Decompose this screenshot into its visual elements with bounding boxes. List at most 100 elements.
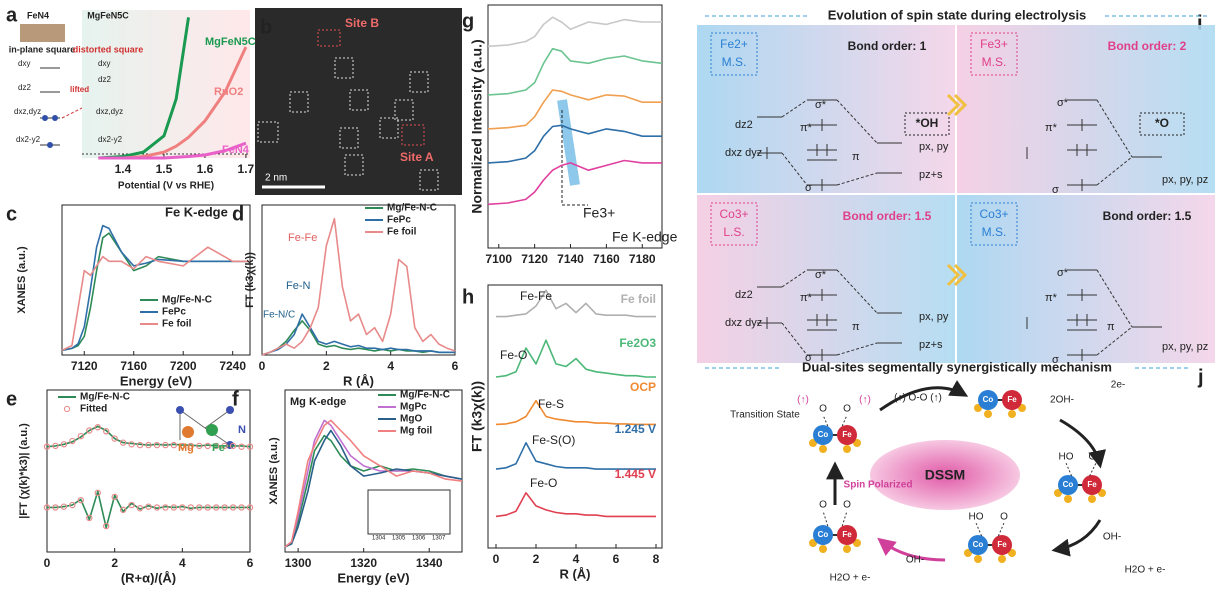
x-axis-label: Energy (eV) bbox=[337, 570, 409, 585]
label: *OH bbox=[916, 116, 939, 130]
y-axis-label: XANES (a.u.) bbox=[16, 246, 28, 314]
label: Co3+ bbox=[719, 207, 748, 221]
structure-image bbox=[20, 24, 65, 42]
data-point bbox=[229, 442, 237, 450]
label: Co bbox=[818, 430, 829, 439]
state-panel bbox=[957, 195, 1215, 363]
label: Fe bbox=[842, 430, 852, 439]
legend-label: Fitted bbox=[80, 404, 107, 415]
data-line bbox=[61, 224, 250, 352]
cycle-arrow bbox=[879, 380, 969, 412]
annotation: 1307 bbox=[432, 536, 446, 542]
data-line bbox=[487, 124, 662, 164]
fe-atom bbox=[1002, 390, 1022, 410]
label: Transition State bbox=[730, 410, 800, 421]
plot-frame bbox=[46, 389, 251, 553]
annotation: Fe K-edge bbox=[165, 204, 228, 219]
correlation bbox=[1096, 269, 1133, 328]
data-point bbox=[94, 424, 101, 431]
x-tick-label: 0 bbox=[259, 359, 266, 373]
x-tick-label: 6 bbox=[247, 556, 254, 570]
annotation: 1306 bbox=[412, 536, 426, 542]
plot-frame bbox=[284, 389, 463, 553]
x-tick-label: 1340 bbox=[416, 556, 443, 570]
site-boxes bbox=[257, 57, 439, 191]
adsorbate-box bbox=[904, 112, 950, 136]
x-axis-label: Potential (V vs RHE) bbox=[118, 181, 214, 192]
legend-label: Mg/Fe-N-C bbox=[400, 390, 450, 401]
x-tick-label: 4 bbox=[573, 552, 580, 566]
orbital-label: px, py bbox=[919, 141, 949, 153]
support-atom bbox=[974, 555, 982, 563]
orbital-label: dxz,dyz bbox=[96, 107, 123, 116]
x-tick-label: 7240 bbox=[219, 359, 246, 373]
data-line bbox=[487, 16, 662, 48]
data-line bbox=[261, 217, 456, 356]
series-label: 1.245 V bbox=[615, 422, 656, 436]
molecule bbox=[176, 406, 234, 449]
orbital-label: σ bbox=[1052, 354, 1059, 366]
support-atom bbox=[1064, 495, 1072, 503]
data-point bbox=[136, 505, 144, 512]
orbital-label: dxz dyz bbox=[725, 147, 762, 159]
label: OH bbox=[1089, 452, 1104, 463]
legend-label: FePc bbox=[162, 307, 186, 318]
orbital-label: px, py, pz bbox=[1162, 341, 1208, 353]
label: Bond order: 1.5 bbox=[843, 209, 932, 223]
orbital-label: dx2-y2 bbox=[98, 135, 123, 144]
legend-label: Mg/Fe-N-C bbox=[162, 295, 212, 306]
annotation: Fe-O bbox=[500, 348, 527, 362]
data-line bbox=[495, 492, 656, 518]
support-atom bbox=[843, 545, 851, 553]
annotation: Fe-S(O) bbox=[532, 433, 575, 447]
annotation: Fe-S bbox=[538, 397, 564, 411]
orbital-label: dxy bbox=[98, 59, 110, 68]
data-point bbox=[60, 503, 68, 510]
lift-arrow bbox=[61, 99, 100, 119]
cycle-arrow bbox=[1051, 519, 1102, 557]
data-line bbox=[47, 490, 250, 529]
orbital-label: dz2 bbox=[735, 289, 753, 301]
data-point bbox=[153, 441, 161, 449]
orbital-label: π bbox=[1107, 321, 1115, 333]
label: Dual-sites segmentally synergistically m… bbox=[802, 359, 1112, 374]
x-tick-label: 0 bbox=[493, 552, 500, 566]
data-point bbox=[111, 493, 118, 501]
correlation bbox=[1096, 326, 1133, 356]
orbital-label: σ* bbox=[1057, 97, 1069, 109]
support-atom bbox=[998, 555, 1006, 563]
label: Co bbox=[983, 395, 994, 404]
annotation: 1304 bbox=[372, 536, 386, 542]
orbital-label: σ bbox=[805, 182, 812, 194]
x-tick-label: 1.5 bbox=[156, 162, 173, 176]
annotation: 1305 bbox=[392, 536, 406, 542]
correlation bbox=[1096, 99, 1133, 158]
state-panel bbox=[957, 25, 1215, 193]
legend-marker bbox=[63, 405, 71, 413]
x-tick-label: 6 bbox=[613, 552, 620, 566]
legend-label: Fe foil bbox=[387, 227, 417, 238]
x-tick-label: 7140 bbox=[557, 252, 584, 266]
panel-label: f bbox=[232, 388, 239, 410]
x-axis-label: Energy (eV) bbox=[120, 373, 192, 388]
annotation: Fe-Fe bbox=[288, 232, 317, 244]
data-point bbox=[86, 514, 93, 522]
legend-label: Fe foil bbox=[162, 319, 192, 330]
legend-label: MgO bbox=[400, 414, 422, 425]
orbital-label: px, py bbox=[919, 311, 949, 323]
data-line bbox=[495, 399, 656, 426]
label: HO bbox=[969, 512, 984, 523]
data-point bbox=[128, 501, 135, 509]
y-axis-label: XANES (a.u.) bbox=[268, 437, 280, 505]
label: M.S. bbox=[722, 55, 747, 69]
data-line bbox=[487, 47, 663, 96]
label: L.S. bbox=[723, 225, 744, 239]
plot-frame bbox=[61, 204, 251, 356]
data-point bbox=[103, 428, 110, 435]
dssm-cloud bbox=[870, 440, 1020, 510]
x-axis-label: R (Å) bbox=[343, 373, 374, 388]
data-point bbox=[196, 504, 203, 511]
label: H2O + e- bbox=[830, 573, 871, 584]
orbital-label: dxz dyz bbox=[725, 317, 762, 329]
support-atom bbox=[819, 445, 827, 453]
